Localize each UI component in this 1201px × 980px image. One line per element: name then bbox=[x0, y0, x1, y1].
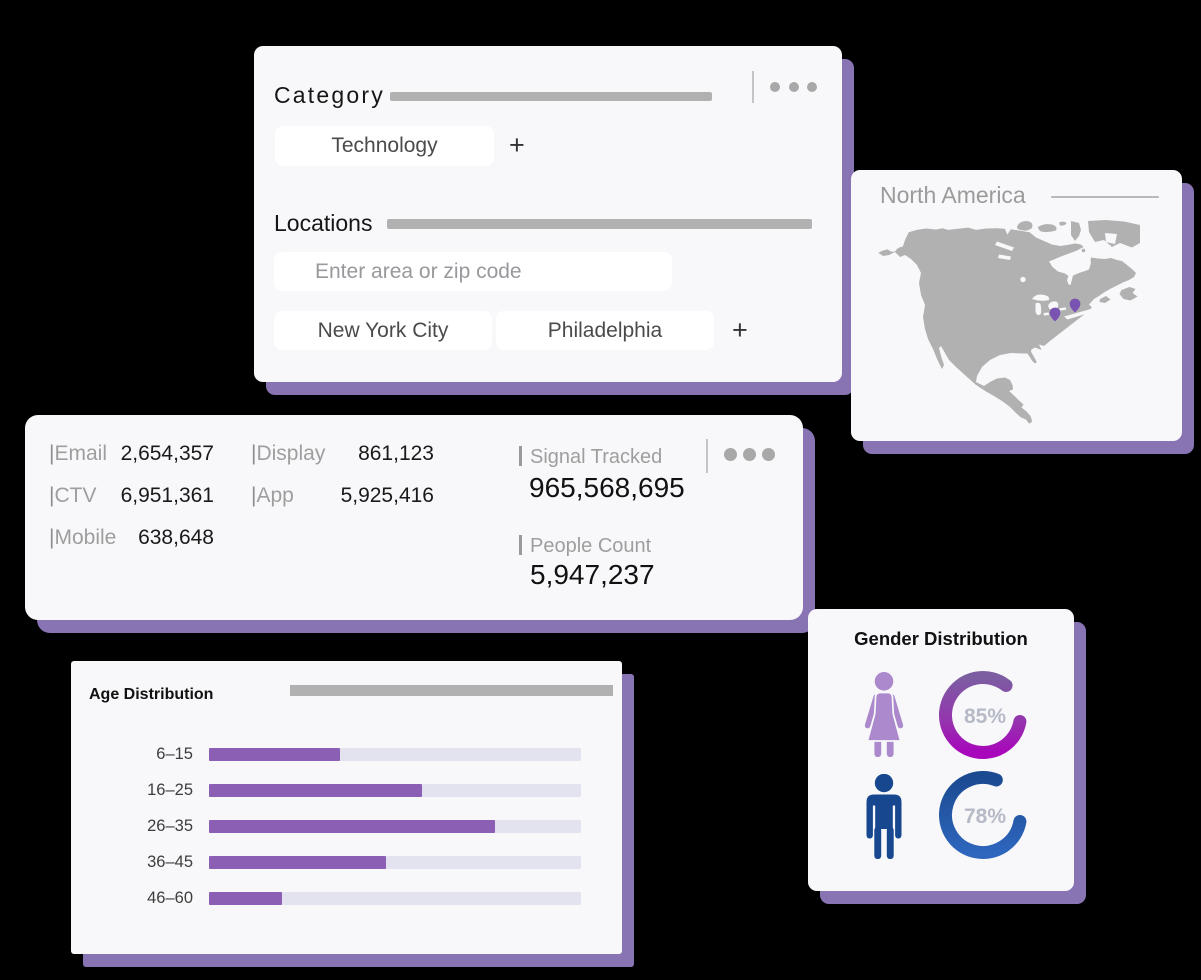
svg-text:85%: 85% bbox=[964, 705, 1006, 728]
svg-text:78%: 78% bbox=[964, 805, 1006, 828]
